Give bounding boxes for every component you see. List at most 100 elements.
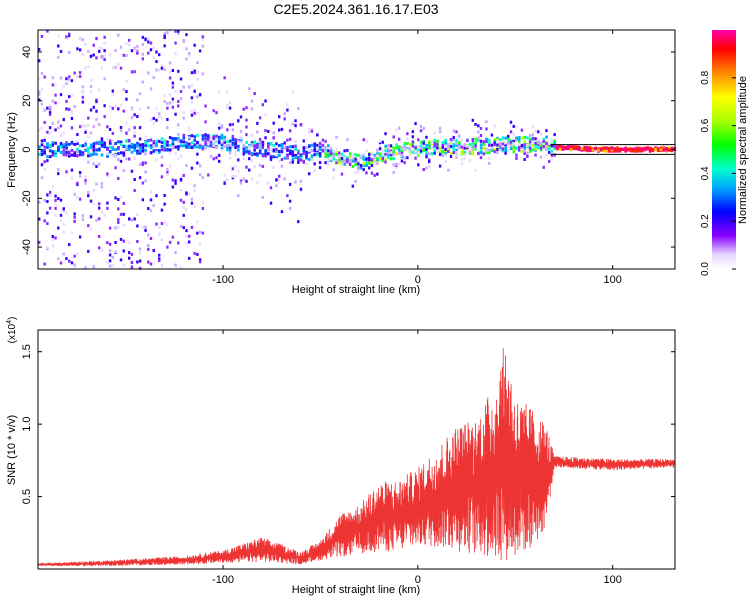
spectrogram-cell (136, 49, 139, 53)
spectrogram-cell (335, 135, 338, 139)
spectrogram-cell (283, 141, 286, 145)
spectrogram-cell (182, 136, 186, 140)
spectrogram-cell (127, 138, 131, 142)
spectrogram-cell (482, 150, 485, 154)
spectrogram-cell (196, 252, 199, 256)
spectrogram-cell (177, 29, 180, 33)
spectrogram-cell (196, 231, 199, 235)
spectrogram-cell (297, 220, 300, 224)
spectrogram-cell (138, 266, 142, 270)
spectrogram-cell (51, 244, 55, 248)
spectrogram-cell (166, 143, 169, 147)
spectrogram-cell (569, 144, 573, 148)
spectrogram-cell (275, 184, 278, 188)
spectrogram-cell (389, 152, 393, 156)
spectrogram-cell (198, 146, 202, 150)
spectrogram-cell (133, 177, 136, 181)
spectrogram-cell (414, 156, 417, 160)
spectrogram-cell (403, 161, 406, 165)
spectrogram-cell (130, 261, 134, 265)
spectrogram-cell (51, 99, 55, 103)
spectrogram-cell (367, 161, 371, 165)
spectrogram-cell (397, 137, 401, 141)
spectrogram-cell (141, 42, 145, 46)
spectrogram-cell (245, 125, 248, 129)
spectrogram-cell (46, 130, 49, 134)
spectrogram-cell (261, 103, 265, 107)
spectrogram-cell (354, 163, 357, 167)
spectrogram-cell (275, 149, 278, 153)
spectrogram-cell (223, 135, 227, 139)
spectrogram-cell (220, 133, 224, 137)
spectrogram-cell (452, 135, 455, 139)
spectrogram-cells (38, 28, 677, 270)
spectrogram-cell (46, 159, 49, 163)
spectrogram-cell (174, 179, 177, 183)
spectrogram-cell (207, 137, 210, 141)
spectrogram-cell (106, 147, 109, 151)
spectrogram-cell (651, 147, 655, 151)
spectrogram-cell (277, 143, 281, 147)
spectrogram-cell (207, 134, 210, 138)
spectrogram-cell (365, 149, 368, 153)
spectrogram-cell (245, 106, 248, 110)
spectrogram-cell (125, 97, 128, 101)
spectrogram-cell (553, 133, 556, 137)
spectrogram-cell (157, 148, 161, 152)
spectrogram-cell (81, 85, 85, 89)
spectrogram-cell (87, 50, 90, 54)
spectrogram-cell (294, 155, 297, 159)
spectrogram-cell (542, 138, 546, 142)
spectrogram-cell (212, 109, 215, 113)
spectrogram-cell (288, 199, 292, 203)
spectrogram-cell (130, 150, 134, 154)
spectrogram-cell (406, 148, 409, 152)
spectrogram-cell (193, 89, 196, 93)
spectrogram-cell (545, 147, 548, 151)
spectrogram-cell (59, 198, 63, 202)
spectrogram-cell (54, 150, 57, 154)
spectrogram-cell (242, 156, 245, 160)
spectrogram-cell (87, 154, 90, 158)
spectrogram-cell (627, 148, 630, 152)
colorbar-gradient (712, 30, 736, 269)
spectrogram-cell (87, 160, 90, 164)
spectrogram-cell (523, 143, 526, 147)
spectrogram-cell (327, 152, 330, 156)
spectrogram-cell (253, 92, 256, 96)
spectrogram-cell (343, 149, 346, 153)
spectrogram-cell (81, 214, 85, 218)
spectrogram-cell (57, 146, 60, 150)
spectrogram-cell (209, 140, 213, 144)
spectrogram-cell (493, 148, 497, 152)
spectrogram-cell (136, 141, 139, 145)
spectrogram-cell (51, 185, 55, 189)
x-tick-label: 100 (603, 574, 621, 586)
spectrogram-cell (466, 150, 469, 154)
spectrogram-cell (136, 144, 139, 148)
spectrogram-cell (351, 164, 355, 168)
spectrogram-cell (324, 139, 327, 143)
spectrogram-cell (359, 164, 363, 168)
spectrogram-cell (479, 156, 483, 160)
spectrogram-cell (523, 149, 526, 153)
spectrogram-cell (256, 180, 259, 184)
spectrogram-cell (231, 176, 235, 180)
spectrogram-cell (171, 146, 175, 150)
spectrogram-cell (171, 69, 175, 73)
spectrogram-cell (51, 143, 55, 147)
spectrogram-cell (174, 181, 177, 185)
spectrogram-cell (40, 34, 44, 38)
spectrogram-cell (234, 174, 237, 178)
spectrogram-cell (436, 139, 439, 143)
spectrogram-cell (280, 150, 284, 154)
spectrogram-cell (417, 148, 420, 152)
spectrogram-cell (474, 122, 477, 126)
y-tick-label: 1.0 (21, 417, 33, 432)
spectrogram-cell (550, 144, 554, 148)
spectrogram-cell (144, 135, 147, 139)
spectrogram-cell (299, 158, 303, 162)
spectrogram-cell (245, 146, 248, 150)
spectrogram-cell (427, 146, 431, 150)
spectrogram-cell (106, 174, 109, 178)
